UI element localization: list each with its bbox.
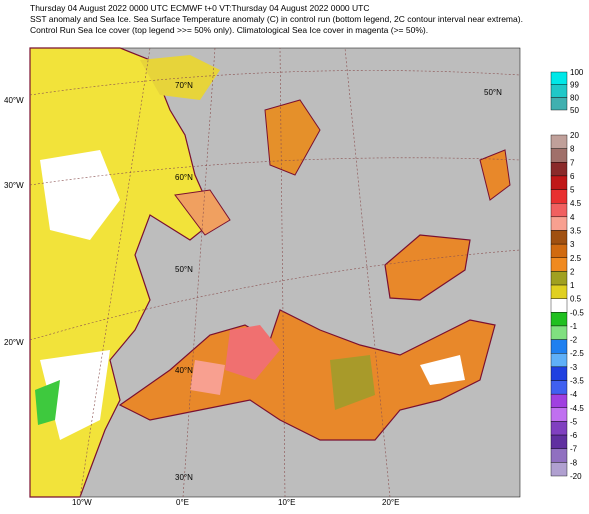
legend-swatch	[550, 271, 568, 286]
legend-label: 100	[570, 68, 584, 77]
legend-label: -20	[570, 472, 582, 481]
legend-swatch	[550, 97, 568, 111]
legend-swatch	[550, 202, 568, 218]
legend-label: -8	[570, 458, 578, 467]
legend-label: 3.5	[570, 226, 582, 235]
lat-label: 30°N	[175, 473, 193, 482]
legend-label: 20	[570, 131, 579, 140]
legend-swatch	[550, 298, 568, 313]
legend-swatch	[550, 243, 568, 258]
legend-swatch	[550, 325, 568, 340]
legend-swatch	[550, 462, 568, 477]
lat-label: 60°N	[175, 173, 193, 182]
legend-label: 5	[570, 186, 575, 195]
header-line: Thursday 04 August 2022 0000 UTC ECMWF t…	[30, 3, 369, 13]
legend-swatch	[550, 407, 568, 422]
lat-label: 70°N	[175, 81, 193, 90]
legend-swatch	[550, 134, 568, 149]
lat-label: 50°N	[484, 88, 502, 97]
lon-label: 40°W	[4, 96, 24, 105]
map	[29, 47, 521, 498]
legend-label: 6	[570, 172, 575, 181]
legend-swatch	[550, 366, 568, 381]
legend-label: -6	[570, 431, 578, 440]
legend-swatch	[550, 339, 568, 354]
legend-label: -2.5	[570, 349, 584, 358]
legend-label: -5	[570, 417, 578, 426]
legend-label: 0.5	[570, 295, 582, 304]
legend-label: 4.5	[570, 199, 582, 208]
lon-label: 0°E	[176, 498, 189, 507]
legend-label: -3	[570, 363, 578, 372]
legend-swatch	[550, 434, 568, 449]
legend-swatch	[550, 230, 568, 245]
header-line: Control Run Sea Ice cover (top legend >>…	[30, 25, 428, 35]
legend-label: -1	[570, 322, 578, 331]
legend-label: 99	[570, 81, 579, 90]
header-line: SST anomaly and Sea Ice. Sea Surface Tem…	[30, 14, 523, 24]
legend-swatch	[550, 421, 568, 436]
legend-swatch	[550, 257, 568, 272]
legend-label: 4	[570, 213, 575, 222]
legend-label: 3	[570, 240, 575, 249]
legend-swatch	[550, 84, 568, 98]
lon-label: 10°E	[278, 498, 295, 507]
legend-swatch	[550, 175, 568, 190]
legend-label: 1	[570, 281, 575, 290]
lat-label: 50°N	[175, 265, 193, 274]
legend-label: -0.5	[570, 308, 584, 317]
legend-swatch	[550, 353, 568, 368]
legend-swatch	[550, 448, 568, 463]
lat-label: 40°N	[175, 366, 193, 375]
legend-swatch	[550, 71, 568, 85]
lon-label: 20°E	[382, 498, 399, 507]
legend-swatch	[550, 284, 568, 299]
legend-label: 2.5	[570, 254, 582, 263]
legend-label: -7	[570, 445, 578, 454]
legends: 100 99 80 50 20 8 7 6 5 4.5 4 3.5 3 2.5 2 1 0.5 -0.5 -1 -2 -…	[550, 68, 584, 481]
legend-label: -2	[570, 336, 578, 345]
legend-label: -4	[570, 390, 578, 399]
legend-swatch	[550, 380, 568, 395]
lon-label: 20°W	[4, 338, 24, 347]
legend-swatch	[550, 162, 568, 177]
legend-swatch	[550, 393, 568, 409]
legend-label: 80	[570, 93, 579, 102]
legend-label: 2	[570, 267, 575, 276]
legend-label: -3.5	[570, 377, 584, 386]
legend-swatch	[550, 189, 568, 204]
legend-label: 50	[570, 106, 579, 115]
legend-label: 8	[570, 145, 575, 154]
legend-label: 7	[570, 158, 575, 167]
legend-label: -4.5	[570, 404, 584, 413]
lon-label: 10°W	[72, 498, 92, 507]
legend-swatch	[550, 216, 568, 231]
lon-label: 30°W	[4, 181, 24, 190]
legend-swatch	[550, 312, 568, 327]
legend-swatch	[550, 148, 568, 163]
